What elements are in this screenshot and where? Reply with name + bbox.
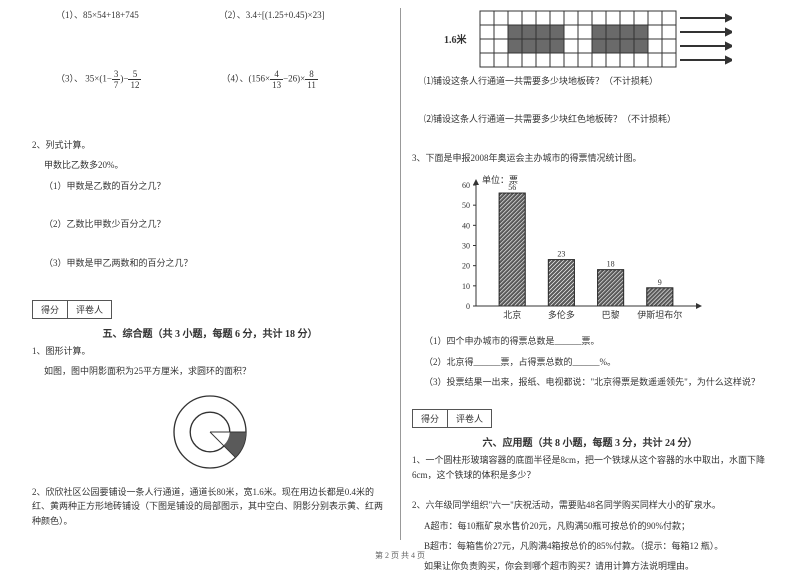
svg-text:0: 0 [466, 302, 470, 311]
s6-q1: 1、一个圆柱形玻璃容器的底面半径是8cm，把一个铁球从这个容器的水中取出，水面下… [412, 453, 768, 482]
q3-s3: （3）投票结果一出来，报纸、电视都说："北京得票是数遥遥领先"，为什么这样说？ [412, 375, 768, 389]
grid-q2: ⑵铺设这条人行通道一共需要多少块红色地板砖？（不计损耗） [412, 112, 768, 126]
right-column: 1.6米 ⑴铺设这条人行通道一共需要多少块地板砖？（不计损耗） ⑵铺设这条人行通… [400, 8, 780, 565]
q2-s3: （3）甲数是甲乙两数和的百分之几？ [32, 256, 388, 270]
q3-s2: （2）北京得______票，占得票总数的______%。 [412, 355, 768, 369]
svg-text:9: 9 [658, 278, 662, 287]
score-box-6: 得分 评卷人 [412, 409, 768, 428]
q3-s1: （1）四个申办城市的得票总数是______票。 [412, 334, 768, 348]
svg-text:北京: 北京 [503, 309, 521, 320]
q3-title: 3、下面是申报2008年奥运会主办城市的得票情况统计图。 [412, 151, 768, 165]
s5-q2: 2、欣欣社区公园要铺设一条人行通道，通道长80米，宽1.6米。现在用边长都是0.… [32, 485, 388, 528]
s6-q2a: A超市：每10瓶矿泉水售价20元，凡购满50瓶可按总价的90%付款； [412, 519, 768, 533]
grid-q1: ⑴铺设这条人行通道一共需要多少块地板砖？（不计损耗） [412, 74, 768, 88]
score-box-5: 得分 评卷人 [32, 300, 388, 319]
q2-premise: 甲数比乙数多20%。 [32, 158, 388, 172]
svg-text:20: 20 [462, 262, 470, 271]
svg-text:60: 60 [462, 181, 470, 190]
q2-s2: （2）乙数比甲数少百分之几？ [32, 217, 388, 231]
q1-2: （2）、3.4÷[(1.25+0.45)×23] [219, 8, 325, 21]
svg-text:伊斯坦布尔: 伊斯坦布尔 [637, 309, 682, 320]
tile-grid-figure: 1.6米 [432, 10, 768, 68]
q1-4: （4）、(156×413−26)×811 [221, 69, 317, 90]
svg-text:30: 30 [462, 242, 470, 251]
svg-text:多伦多: 多伦多 [548, 309, 575, 320]
grader-label: 评卷人 [448, 409, 492, 428]
section-5-title: 五、综合题（共 3 小题，每题 6 分，共计 18 分） [32, 325, 388, 340]
s5-q1-desc: 如图，图中阴影面积为25平方厘米，求圆环的面积？ [32, 364, 388, 378]
q1-1: （1）、85×54+18+745 [56, 8, 139, 21]
ring-figure [165, 387, 255, 477]
score-label: 得分 [32, 300, 68, 319]
q2-s1: （1）甲数是乙数的百分之几？ [32, 179, 388, 193]
calc-row-2: （3）、 35×(1−37)−512 （4）、(156×413−26)×811 [32, 69, 388, 90]
q1-3: （3）、 35×(1−37)−512 [56, 69, 141, 90]
score-label: 得分 [412, 409, 448, 428]
bar-chart: 0102030405060单位：票56北京23多伦多18巴黎9伊斯坦布尔 [442, 171, 768, 328]
s5-q1: 1、图形计算。 [32, 344, 388, 358]
svg-text:56: 56 [508, 183, 516, 192]
svg-text:23: 23 [557, 250, 565, 259]
page-footer: 第 2 页 共 4 页 [0, 550, 800, 561]
svg-text:18: 18 [607, 260, 615, 269]
left-column: （1）、85×54+18+745 （2）、3.4÷[(1.25+0.45)×23… [20, 8, 400, 565]
grader-label: 评卷人 [68, 300, 112, 319]
svg-text:40: 40 [462, 222, 470, 231]
s6-q2: 2、六年级同学组织"六一"庆祝活动，需要贴48名同学购买同样大小的矿泉水。 [412, 498, 768, 512]
svg-text:巴黎: 巴黎 [602, 309, 620, 320]
s6-q2c: 如果让你负责购买，你会到哪个超市购买？请用计算方法说明理由。 [412, 559, 768, 573]
q2-title: 2、列式计算。 [32, 138, 388, 152]
grid-height-label: 1.6米 [444, 33, 468, 46]
svg-text:50: 50 [462, 201, 470, 210]
section-6-title: 六、应用题（共 8 小题，每题 3 分，共计 24 分） [412, 434, 768, 449]
calc-row-1: （1）、85×54+18+745 （2）、3.4÷[(1.25+0.45)×23… [32, 8, 388, 21]
svg-text:10: 10 [462, 282, 470, 291]
